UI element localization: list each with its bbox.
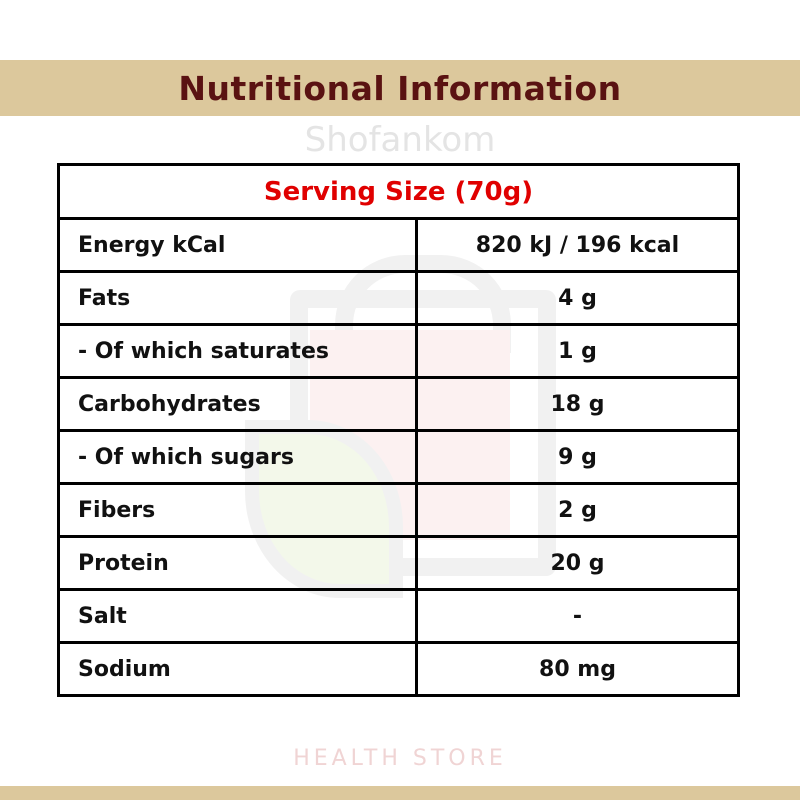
watermark-tagline: HEALTH STORE (293, 746, 507, 771)
footer-band (0, 786, 800, 800)
page-title: Nutritional Information (178, 68, 622, 108)
watermark-name: Shofankom (304, 120, 496, 160)
nutrient-label: Salt (57, 588, 418, 644)
nutrient-value: 18 g (415, 376, 740, 432)
header-band: Nutritional Information (0, 60, 800, 116)
nutrient-label: Protein (57, 535, 418, 591)
nutrient-label: Energy kCal (57, 217, 418, 273)
table-row: Salt - (57, 588, 740, 644)
nutrient-value: 20 g (415, 535, 740, 591)
table-row: Protein 20 g (57, 535, 740, 591)
serving-size: Serving Size (70g) (57, 163, 740, 220)
nutrient-label: - Of which sugars (57, 429, 418, 485)
nutrient-value: 820 kJ / 196 kcal (415, 217, 740, 273)
nutrient-value: 2 g (415, 482, 740, 538)
table-row: Sodium 80 mg (57, 641, 740, 697)
nutrient-value: 80 mg (415, 641, 740, 697)
table-row: - Of which saturates 1 g (57, 323, 740, 379)
nutrient-value: - (415, 588, 740, 644)
nutrient-value: 4 g (415, 270, 740, 326)
nutrient-label: Carbohydrates (57, 376, 418, 432)
table-row: - Of which sugars 9 g (57, 429, 740, 485)
serving-row: Serving Size (70g) (57, 163, 740, 220)
table-row: Energy kCal 820 kJ / 196 kcal (57, 217, 740, 273)
table-row: Fats 4 g (57, 270, 740, 326)
nutrient-label: Fats (57, 270, 418, 326)
nutrient-value: 1 g (415, 323, 740, 379)
nutrient-label: Fibers (57, 482, 418, 538)
table-row: Fibers 2 g (57, 482, 740, 538)
nutrient-label: Sodium (57, 641, 418, 697)
nutrient-value: 9 g (415, 429, 740, 485)
nutrient-label: - Of which saturates (57, 323, 418, 379)
table-row: Carbohydrates 18 g (57, 376, 740, 432)
nutrition-table: Serving Size (70g) Energy kCal 820 kJ / 1… (57, 163, 740, 697)
